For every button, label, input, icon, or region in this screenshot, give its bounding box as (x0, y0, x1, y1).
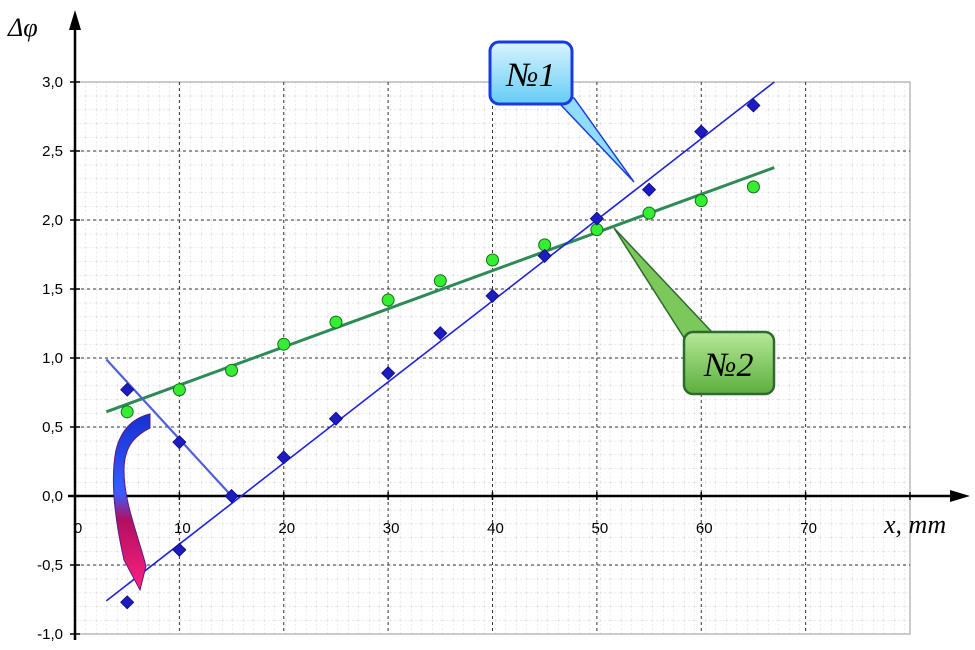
point-series-1-folded (172, 435, 187, 450)
point-series-1 (537, 248, 552, 263)
y-tick-labels: -1,0 -0,5 0,0 0,5 1,0 1,5 2,0 2,5 3,0 (37, 74, 63, 643)
y-tick-label: 3,0 (42, 74, 63, 91)
y-tick-label: -0,5 (37, 557, 63, 574)
point-series-1 (172, 542, 187, 557)
trend-line-series-2 (105, 166, 775, 414)
x-tick-labels: 0 10 20 30 40 50 60 70 (74, 520, 817, 537)
x-tick-label: 60 (696, 520, 713, 537)
point-series-1 (641, 182, 657, 197)
point-series-1 (433, 326, 448, 341)
y-tick-label: -1,0 (37, 626, 63, 643)
x-tick-label: 20 (278, 520, 295, 537)
point-series-2 (172, 383, 186, 397)
x-tick-label: 10 (174, 520, 191, 537)
point-series-2 (225, 363, 239, 377)
x-tick-label: 40 (487, 520, 504, 537)
axes (68, 10, 970, 640)
point-series-2 (746, 180, 760, 194)
point-series-1 (694, 124, 709, 139)
trend-line-series-1 (105, 81, 775, 602)
point-series-2 (381, 293, 395, 307)
y-tick-label: 2,5 (42, 143, 63, 160)
point-series-2 (694, 194, 708, 208)
data-markers (120, 98, 761, 610)
point-series-1 (120, 595, 135, 610)
trend-lines (105, 81, 775, 602)
x-tick-label: 30 (383, 520, 400, 537)
y-tick-label: 0,0 (42, 488, 63, 505)
point-series-1 (381, 366, 396, 381)
y-axis-arrow-icon (69, 10, 81, 30)
point-series-2 (277, 337, 291, 351)
point-series-1 (589, 211, 604, 226)
fold-arrow-icon (112, 413, 151, 592)
x-axis-arrow-icon (950, 490, 970, 502)
point-series-1-folded (224, 488, 239, 504)
point-series-1 (746, 98, 761, 113)
point-series-1 (485, 288, 500, 303)
callout-label-1: №1 (505, 57, 555, 94)
x-tick-label: 0 (74, 520, 82, 537)
y-tick-label: 2,0 (42, 212, 63, 229)
point-series-2 (642, 206, 656, 220)
y-axis-label: Δφ (7, 13, 38, 42)
point-series-2 (120, 405, 134, 419)
point-series-2 (433, 274, 447, 288)
point-series-1 (276, 450, 291, 465)
point-series-2 (486, 253, 499, 267)
x-axis-label: x, mm (883, 510, 946, 539)
point-series-2 (329, 315, 343, 329)
y-tick-label: 1,0 (42, 350, 63, 367)
x-tick-label: 70 (800, 520, 817, 537)
point-series-1-folded (120, 382, 135, 397)
major-grid (75, 82, 910, 634)
y-tick-label: 1,5 (42, 281, 63, 298)
callout-series-2: №2 (613, 227, 776, 396)
fold-line-series-1 (105, 358, 233, 497)
point-series-1 (328, 411, 344, 426)
callout-label-2: №2 (703, 347, 753, 384)
callout-series-1: №1 (488, 40, 635, 183)
y-tick-label: 0,5 (42, 419, 63, 436)
x-tick-label: 50 (592, 520, 609, 537)
